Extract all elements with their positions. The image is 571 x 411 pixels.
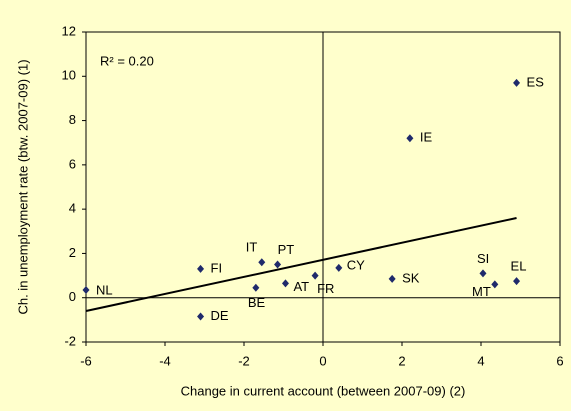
x-tick-label: 6: [556, 353, 563, 368]
x-tick-label: -4: [159, 353, 171, 368]
y-tick-label: 8: [69, 112, 76, 127]
y-tick-label: 4: [69, 201, 76, 216]
point: [281, 279, 289, 288]
y-tick-label: -2: [64, 333, 76, 348]
x-tick-label: 2: [398, 353, 405, 368]
point-label: NL: [96, 282, 113, 297]
point-label: IE: [420, 130, 433, 145]
point-label: BE: [248, 295, 266, 310]
y-tick-label: 6: [69, 156, 76, 171]
point: [311, 271, 319, 280]
y-tick-label: 2: [69, 245, 76, 260]
point: [274, 260, 282, 269]
x-axis-label: Change in current account (between 2007-…: [181, 383, 466, 398]
y-tick-label: 12: [62, 23, 76, 38]
y-axis-label: Ch. in unemployment rate (btw. 2007-09) …: [15, 59, 30, 314]
point: [513, 78, 521, 87]
point: [258, 258, 266, 267]
point-label: FR: [317, 281, 334, 296]
point-label: AT: [293, 279, 309, 294]
point-label: FI: [211, 260, 223, 275]
y-tick-label: 0: [69, 289, 76, 304]
point: [82, 285, 90, 294]
point: [406, 134, 414, 143]
point-label: IT: [246, 240, 258, 255]
point-label: MT: [472, 284, 491, 299]
point: [335, 263, 343, 272]
point: [197, 264, 205, 273]
x-tick-label: 0: [319, 353, 326, 368]
x-tick-label: 4: [477, 353, 484, 368]
x-tick-label: -2: [238, 353, 250, 368]
point: [491, 280, 499, 289]
point: [479, 269, 487, 278]
point-label: SI: [477, 251, 489, 266]
point: [513, 277, 521, 286]
point: [252, 283, 260, 292]
point-label: CY: [347, 257, 365, 272]
annotation: R² = 0.20: [100, 53, 154, 68]
point-label: DE: [211, 308, 229, 323]
point-label: PT: [278, 242, 295, 257]
point-label: SK: [402, 270, 420, 285]
trend-line: [85, 217, 517, 312]
point-label: EL: [511, 259, 527, 274]
point: [388, 274, 396, 283]
y-tick-label: 10: [62, 68, 76, 83]
point: [197, 312, 205, 321]
x-tick-label: -6: [80, 353, 92, 368]
point-label: ES: [527, 74, 545, 89]
